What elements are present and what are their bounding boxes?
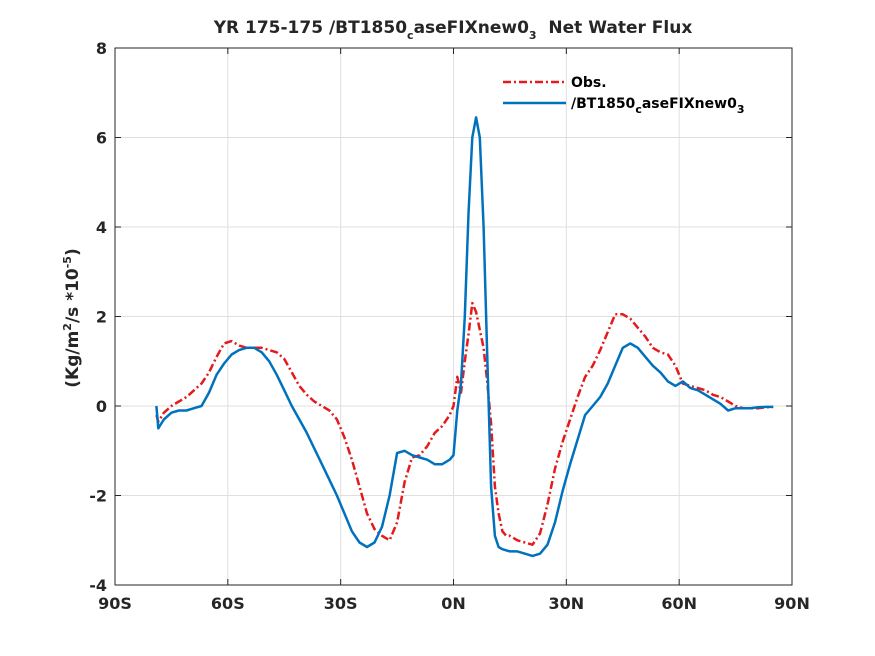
y-tick-label: 4 <box>96 218 107 237</box>
legend-label-model: /BT1850caseFIXnew03 <box>571 96 744 116</box>
y-tick-label: -4 <box>89 576 107 595</box>
y-tick-label: 2 <box>96 308 107 327</box>
x-tick-label: 30S <box>324 594 358 613</box>
y-tick-label: 0 <box>96 397 107 416</box>
y-axis-label: (Kg/m2/s *10-5) <box>61 248 83 388</box>
chart-title: YR 175-175 /BT1850caseFIXnew03 Net Water… <box>213 18 693 42</box>
x-tick-label: 90S <box>98 594 132 613</box>
y-axis-tick-labels: -4 -2 0 2 4 6 8 <box>89 39 107 595</box>
x-tick-label: 90N <box>774 594 810 613</box>
series-line-model <box>155 116 774 558</box>
legend: Obs. /BT1850caseFIXnew03 <box>503 75 744 116</box>
y-tick-label: 6 <box>96 129 107 148</box>
x-tick-label: 0N <box>441 594 466 613</box>
legend-label-obs: Obs. <box>571 75 607 91</box>
x-axis-tick-labels: 90S 60S 30S 0N 30N 60N 90N <box>98 594 810 613</box>
y-tick-label: 8 <box>96 39 107 58</box>
x-tick-label: 60N <box>661 594 697 613</box>
axis-ticks <box>114 47 793 586</box>
y-tick-label: -2 <box>89 487 107 506</box>
series-layer <box>155 116 774 558</box>
x-tick-label: 60S <box>211 594 245 613</box>
x-tick-label: 30N <box>549 594 585 613</box>
series-line-obs <box>155 301 774 546</box>
